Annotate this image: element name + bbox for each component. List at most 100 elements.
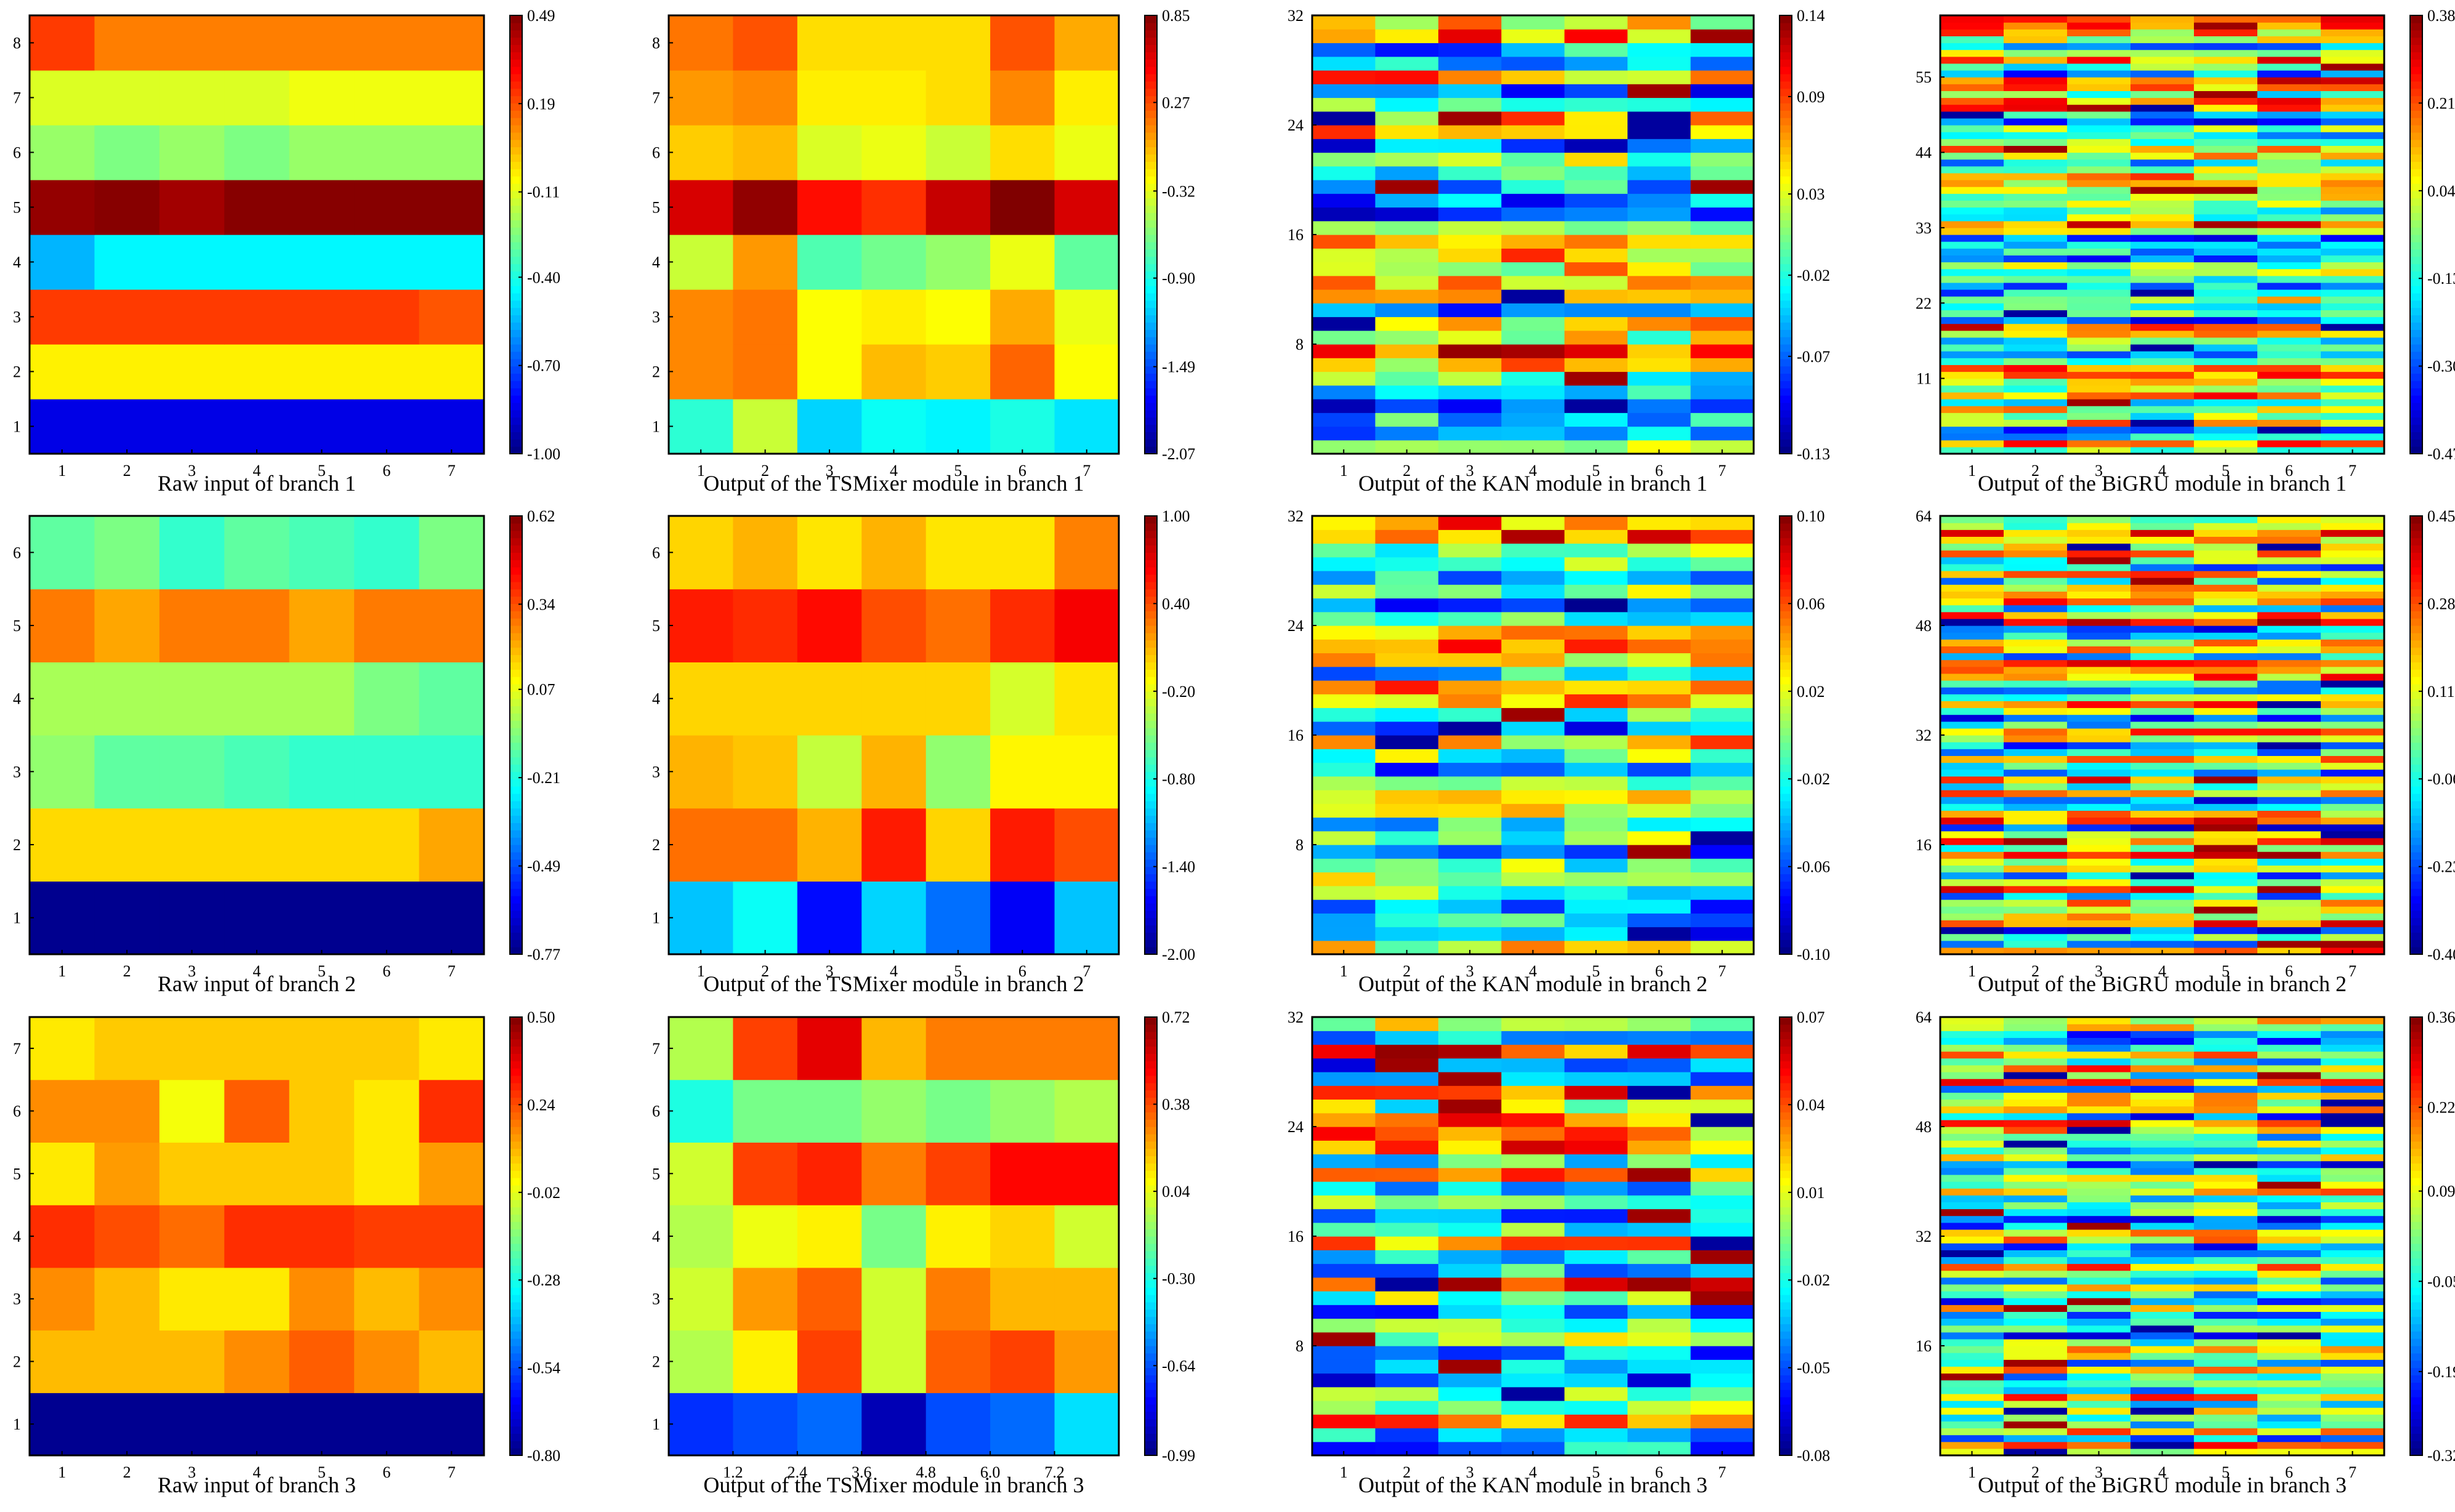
heatmap-cell — [1940, 275, 2004, 283]
heatmap-cell — [1438, 1346, 1502, 1360]
heatmap-cell — [2194, 323, 2258, 331]
heatmap-cell — [2067, 220, 2131, 228]
heatmap-cell — [2004, 899, 2068, 907]
heatmap-cell — [2067, 591, 2131, 599]
heatmap-cell — [1940, 632, 2004, 640]
heatmap-cell — [2257, 235, 2321, 242]
heatmap-cell — [2004, 659, 2068, 667]
heatmap-cell — [1627, 1332, 1691, 1346]
heatmap-cell — [2194, 571, 2258, 578]
heatmap-cell — [2257, 1133, 2321, 1141]
colorbar-band — [510, 205, 522, 213]
colorbar-band — [1145, 1141, 1157, 1149]
heatmap-cell — [1375, 56, 1439, 71]
x-tick-label: 3 — [826, 962, 834, 980]
heatmap-cell — [1564, 97, 1628, 112]
heatmap-cell — [2257, 872, 2321, 880]
x-tick-label: 6 — [382, 1463, 390, 1481]
heatmap-cell — [2067, 782, 2131, 790]
heatmap-cell — [1940, 1353, 2004, 1360]
colorbar-band — [1145, 1309, 1157, 1317]
heatmap-cell — [1501, 97, 1565, 112]
heatmap-cell — [2194, 1250, 2258, 1257]
colorbar-tick-label: 0.03 — [1797, 185, 1825, 203]
heatmap-cell — [2257, 139, 2321, 146]
heatmap-cell — [861, 1330, 927, 1393]
heatmap-cell — [1501, 776, 1565, 790]
colorbar-band — [1780, 439, 1792, 447]
heatmap-cell — [1564, 248, 1628, 263]
heatmap-cell — [1501, 1017, 1565, 1031]
heatmap-cell — [2004, 419, 2068, 427]
colorbar-band — [510, 1280, 522, 1288]
heatmap-cell — [2321, 84, 2385, 91]
heatmap-cell — [1940, 1058, 2004, 1066]
heatmap-cell — [1940, 1434, 2004, 1442]
heatmap-cell — [1627, 1112, 1691, 1127]
colorbar-band — [1780, 757, 1792, 765]
heatmap-cell — [2004, 29, 2068, 36]
heatmap-cell — [2067, 392, 2131, 400]
heatmap-cell — [2321, 865, 2385, 873]
heatmap-cell — [2130, 330, 2195, 338]
heatmap-cell — [1940, 1202, 2004, 1210]
colorbar-tick-label: 0.40 — [1162, 595, 1190, 613]
heatmap-cell — [1627, 913, 1691, 928]
heatmap-cell — [2004, 516, 2068, 523]
heatmap-cell — [2257, 803, 2321, 811]
heatmap-cell — [2257, 323, 2321, 331]
heatmap-cell — [1375, 790, 1439, 804]
heatmap-cell — [2194, 1106, 2258, 1114]
heatmap-cell — [861, 1079, 927, 1143]
colorbar-band — [1145, 1221, 1157, 1229]
colorbar-band — [2410, 581, 2422, 590]
heatmap-cell — [1054, 180, 1119, 235]
heatmap-cell — [2067, 790, 2131, 797]
colorbar-band — [510, 1273, 522, 1281]
heatmap-cell — [2257, 1181, 2321, 1189]
colorbar-tick-label: -0.13 — [2427, 270, 2455, 288]
colorbar-band — [1145, 439, 1157, 447]
panel-caption: Output of the BiGRU module in branch 2 — [1978, 971, 2347, 996]
heatmap-cell — [1627, 625, 1691, 640]
colorbar-band — [1780, 1184, 1792, 1193]
heatmap-cell — [354, 1142, 420, 1205]
heatmap-cell — [1690, 248, 1754, 263]
colorbar-band — [1780, 632, 1792, 641]
heatmap-cell — [354, 399, 420, 454]
heatmap-cell — [1375, 180, 1439, 194]
heatmap-cell — [2067, 419, 2131, 427]
heatmap-cell — [1312, 1359, 1376, 1374]
heatmap-cell — [1940, 1263, 2004, 1271]
heatmap-cell — [94, 399, 160, 454]
colorbar-frame — [1144, 1016, 1158, 1456]
heatmap-cell — [925, 1267, 991, 1331]
heatmap-cell — [861, 235, 927, 290]
heatmap-cell — [2067, 296, 2131, 304]
heatmap-cell — [1375, 927, 1439, 941]
colorbar-band — [1780, 278, 1792, 286]
heatmap-cell — [797, 1079, 862, 1143]
colorbar-band — [1780, 1127, 1792, 1135]
colorbar-band — [1780, 395, 1792, 403]
heatmap-cell — [2130, 543, 2195, 551]
colorbar-tick-label: -0.23 — [2427, 858, 2455, 876]
y-tick-label: 1 — [652, 909, 660, 927]
colorbar-band — [2410, 373, 2422, 381]
colorbar-tick-label: 0.10 — [1797, 507, 1825, 525]
heatmap-cell — [2004, 1298, 2068, 1305]
colorbar-tick-label: 0.22 — [2427, 1099, 2455, 1117]
y-tick-label: 2 — [652, 363, 660, 381]
colorbar-tick-label: 0.62 — [527, 507, 555, 525]
heatmap-cell — [2067, 810, 2131, 818]
heatmap-cell — [2194, 1222, 2258, 1230]
heatmap-cell — [2321, 159, 2385, 167]
heatmap-cell — [2004, 1421, 2068, 1429]
heatmap-cell — [2004, 1222, 2068, 1230]
heatmap-cell — [2257, 885, 2321, 893]
heatmap-cell — [990, 125, 1055, 180]
colorbar-tick-label: 0.04 — [1797, 1096, 1825, 1114]
heatmap-cell — [797, 399, 862, 454]
colorbar-band — [510, 1039, 522, 1047]
heatmap-cell — [1564, 235, 1628, 249]
